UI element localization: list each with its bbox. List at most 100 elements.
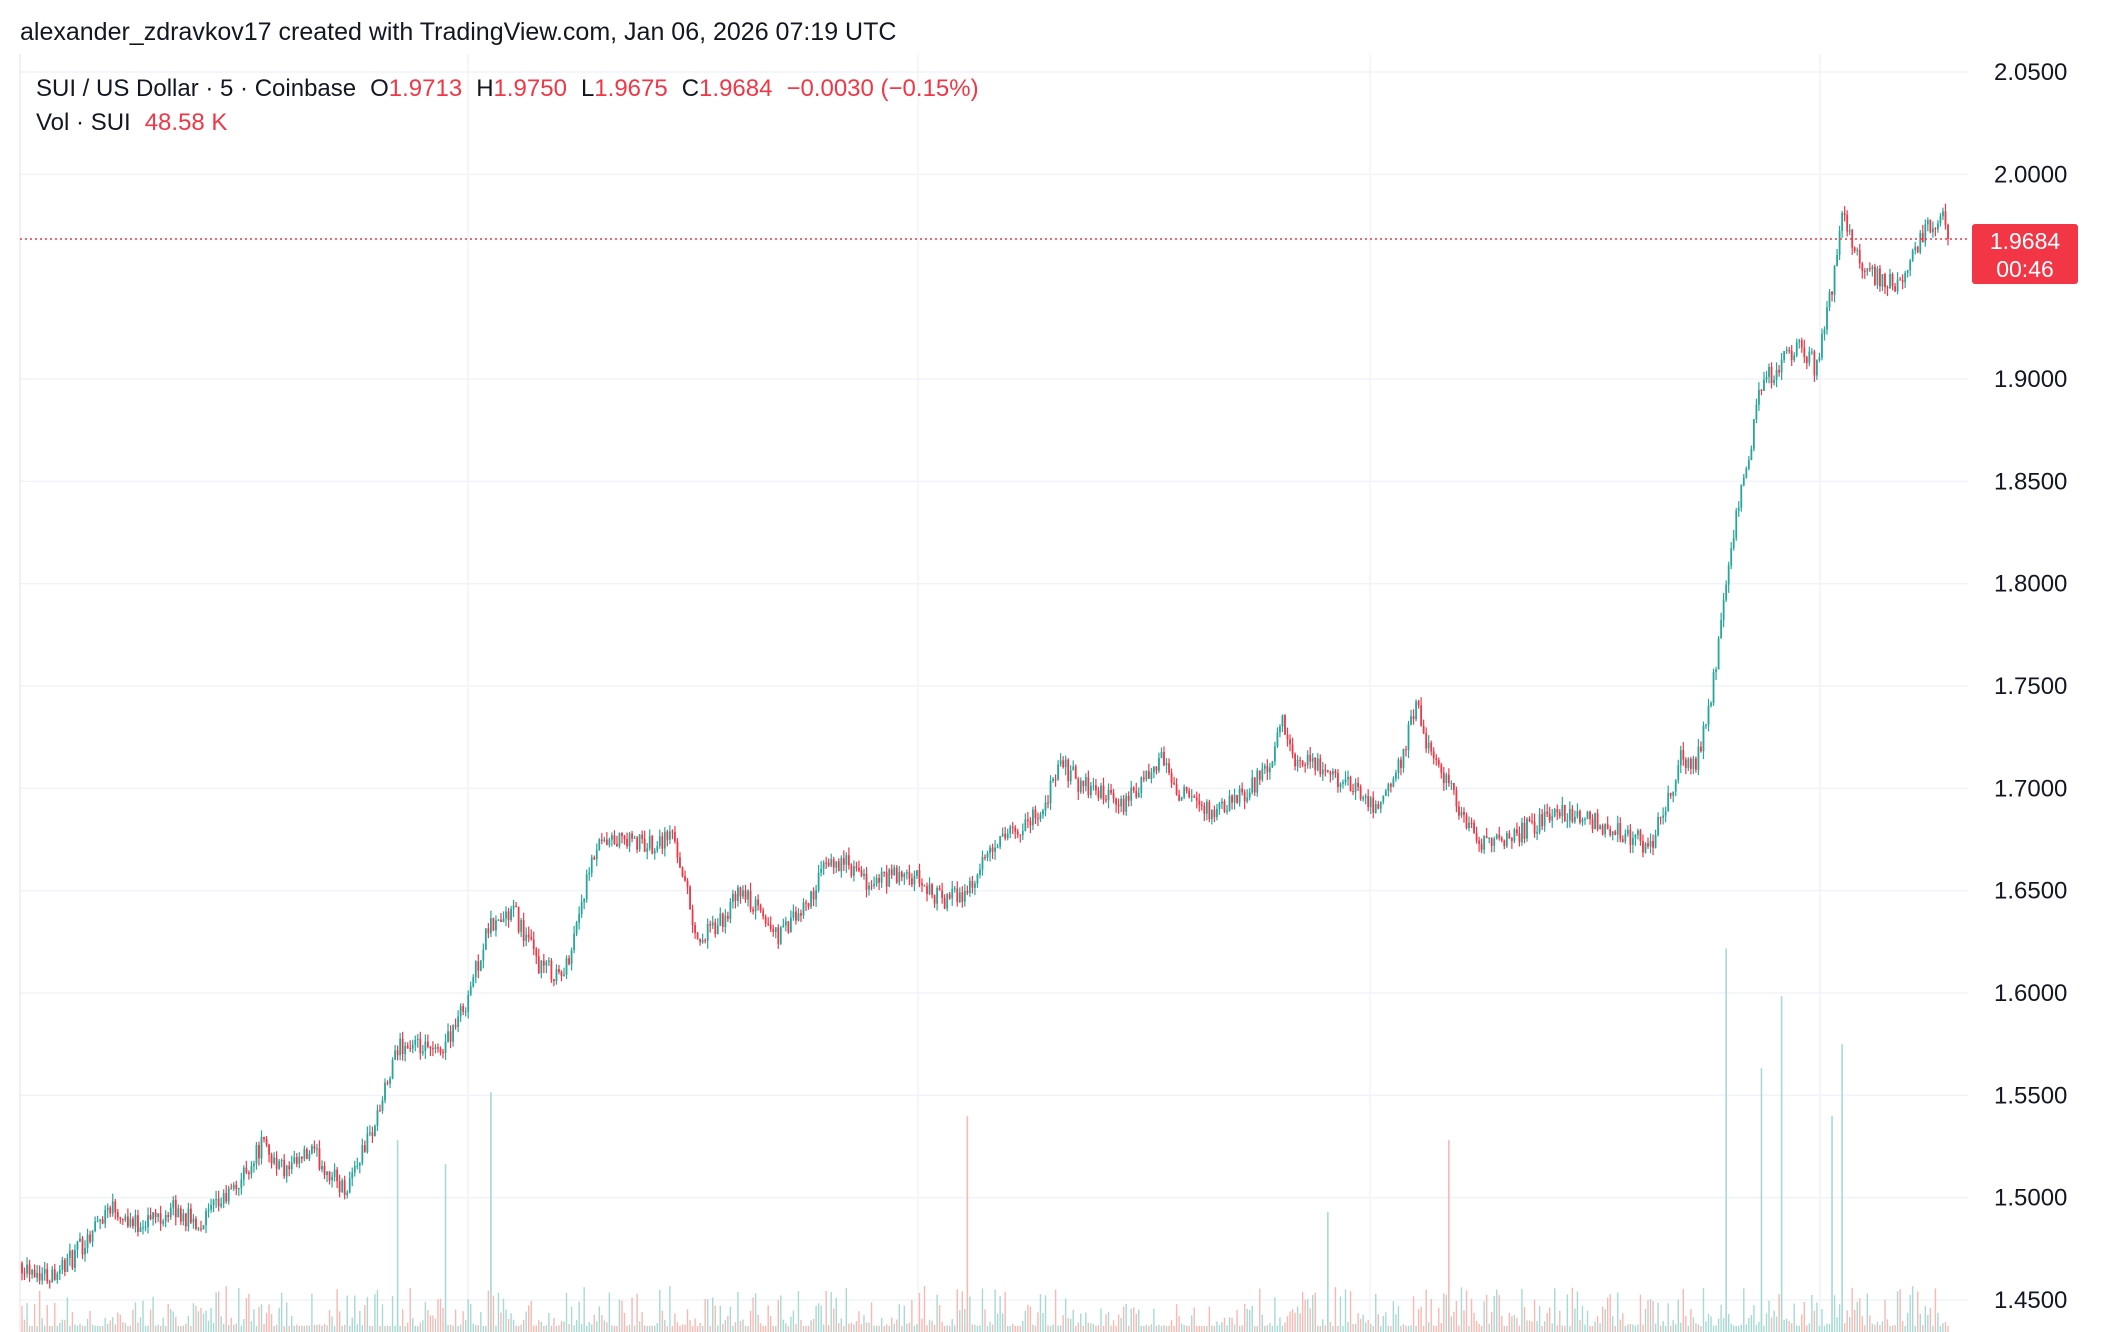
volume-bar [270,1314,273,1332]
candle-body [1899,279,1902,281]
volume-bar [1518,1325,1521,1332]
candle-body [263,1137,265,1139]
candle-body [1334,771,1337,774]
volume-bar [1629,1324,1632,1332]
volume-bar [1417,1309,1420,1332]
volume-bar [1299,1313,1301,1332]
candle-body [66,1258,69,1272]
volume-bar [1861,1316,1863,1332]
volume-bar [336,1289,338,1332]
candle-body [535,948,538,957]
volume-bar [1785,1318,1788,1332]
candle-body [835,861,838,868]
volume-bar [593,1314,595,1332]
volume-bar [222,1323,225,1332]
candle-body [1263,765,1266,769]
candle-body [696,932,699,939]
candle-body [386,1082,389,1084]
volume-bar [1533,1299,1536,1332]
candle-body [1057,764,1060,780]
candle-body [1551,816,1554,821]
candle-body [520,920,523,932]
volume-bar [1538,1305,1541,1332]
volume-bar [210,1307,212,1332]
volume-bar [1632,1324,1634,1332]
volume-bar [1324,1325,1327,1332]
candle-body [1213,809,1216,818]
candle-body [1100,785,1102,798]
volume-bar [838,1323,840,1332]
candle-body [318,1148,321,1170]
volume-bar [1944,1322,1947,1332]
candle-body [1490,837,1493,846]
candle-body [1816,360,1818,376]
volume-bar [1460,1287,1463,1332]
volume-bar [114,1324,116,1332]
candle-body [1657,816,1659,835]
volume-bar [1445,1294,1448,1332]
volume-bar [1364,1322,1367,1332]
candle-body [908,872,911,879]
symbol-label[interactable]: SUI / US Dollar · 5 · Coinbase [36,75,357,102]
volume-bar [170,1309,172,1332]
volume-bar [1440,1323,1442,1332]
candle-body [1634,834,1637,838]
volume-bar [414,1325,416,1332]
candle-body [1102,785,1105,800]
candle-body [56,1273,59,1280]
candle-body [321,1165,323,1170]
volume-bar [1097,1325,1100,1332]
volume-bar [611,1325,613,1332]
candle-body [1647,843,1649,847]
candle-body [1135,790,1138,798]
volume-spike [1780,996,1783,1332]
volume-bar [1057,1325,1059,1332]
volume-bar [217,1291,220,1332]
volume-bar [1455,1300,1458,1332]
volume-bar [94,1325,96,1332]
volume-bar [679,1325,681,1332]
volume-bar [220,1316,222,1332]
volume-bar [936,1294,938,1332]
volume-bar [492,1295,495,1332]
candle-body [1175,784,1178,795]
volume-bar [603,1320,606,1332]
candle-body [1034,809,1037,819]
volume-bar [117,1312,119,1332]
candle-body [827,862,830,866]
candle-body [106,1207,109,1211]
candle-body [467,994,470,1012]
candle-body [1503,840,1506,847]
candle-body [1510,838,1513,841]
candle-body [1221,801,1223,804]
candle-body [1168,763,1170,774]
candle-body [573,933,575,951]
candle-body [1614,831,1617,835]
volume-bar [1531,1321,1533,1332]
volume-bar [553,1317,555,1332]
candle-body [701,940,704,943]
candle-body [1810,351,1813,353]
candle-body [1427,742,1430,749]
volume-bar [764,1325,767,1332]
volume-bar [1634,1325,1637,1332]
volume-bar [341,1325,343,1332]
volume-bar [1125,1303,1127,1332]
candle-body [298,1156,301,1164]
volume-bar [172,1311,174,1332]
volume-label[interactable]: Vol · SUI [36,109,131,136]
candle-body [1808,351,1811,364]
volume-bar [903,1305,906,1332]
volume-bar [323,1324,326,1332]
candle-body [1395,773,1397,779]
candle-body [144,1227,147,1229]
candle-body [1687,758,1690,768]
candle-body [1576,811,1579,817]
volume-bar [868,1322,870,1332]
volume-bar [1342,1325,1344,1332]
volume-bar [664,1319,666,1332]
volume-bar [1589,1325,1591,1332]
close-label: C [681,75,700,102]
candle-body [449,1031,452,1042]
